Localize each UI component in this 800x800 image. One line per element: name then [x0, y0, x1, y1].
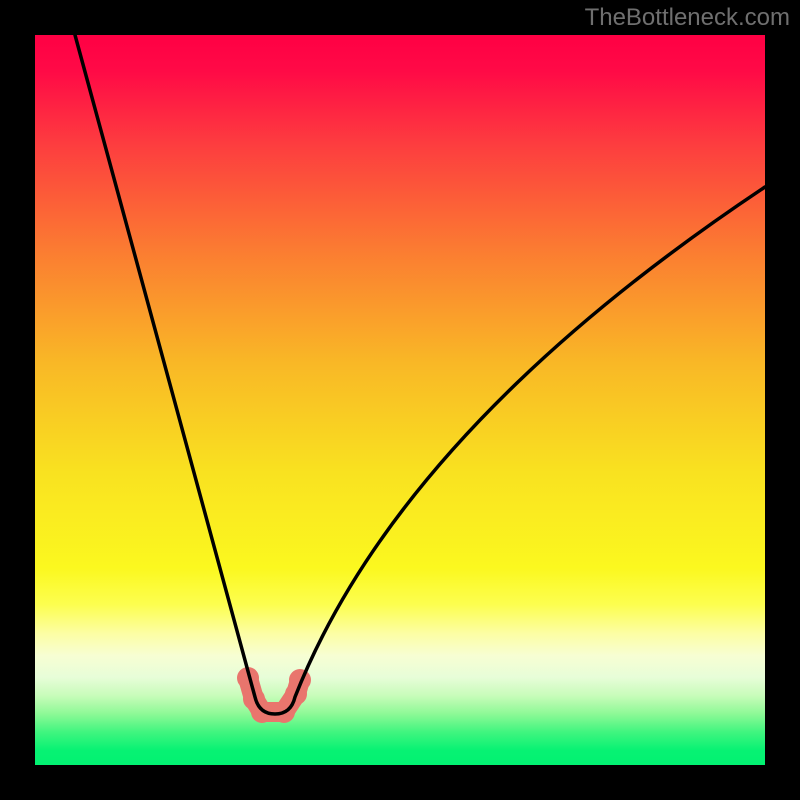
watermark-text: TheBottleneck.com — [585, 4, 790, 32]
chart-svg — [0, 0, 800, 800]
chart-container: { "watermark": "TheBottleneck.com", "wat… — [0, 0, 800, 800]
plot-background — [35, 35, 765, 765]
